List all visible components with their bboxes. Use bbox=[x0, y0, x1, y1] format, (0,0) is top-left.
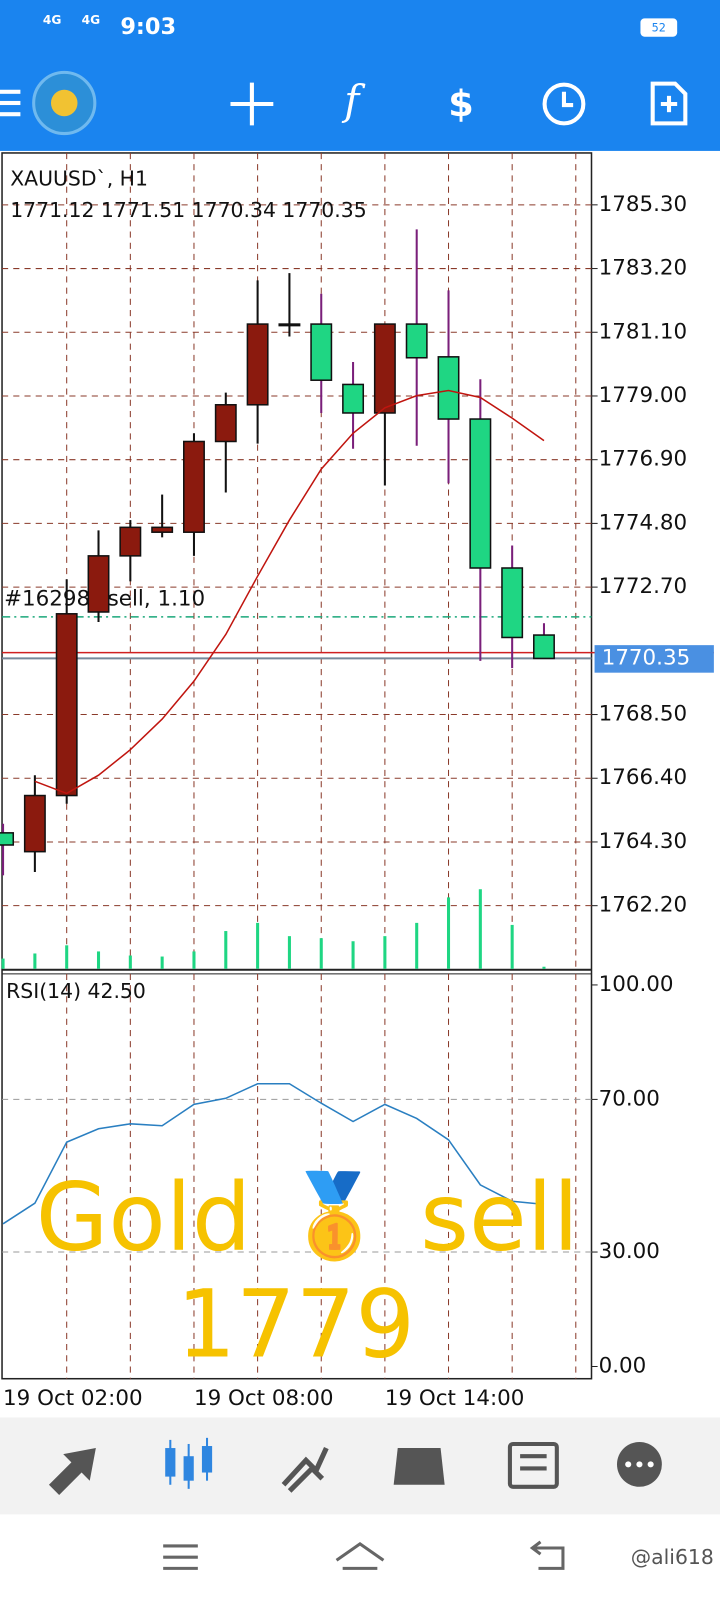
volume-bar bbox=[128, 955, 132, 969]
candle-body bbox=[87, 555, 110, 613]
price-tag bbox=[594, 645, 714, 673]
x-tick-label: 19 Oct 02:00 bbox=[3, 1386, 143, 1411]
y-tick-label: 1772.70 bbox=[599, 574, 688, 599]
chart-area bbox=[1, 152, 593, 1380]
x-tick-label: 19 Oct 14:00 bbox=[385, 1386, 525, 1411]
network: 4G bbox=[43, 13, 62, 27]
volume-bar bbox=[542, 966, 546, 969]
volume-bar bbox=[224, 931, 228, 969]
x-tick-label: 19 Oct 08:00 bbox=[194, 1386, 334, 1411]
candle-body bbox=[183, 440, 205, 533]
moving-average bbox=[34, 389, 545, 795]
candle-body bbox=[151, 526, 174, 533]
app-logo-core bbox=[50, 89, 78, 117]
volume-bar bbox=[96, 951, 101, 969]
volume-bar bbox=[319, 938, 323, 969]
candle-body bbox=[533, 634, 555, 660]
rsi-line bbox=[2, 1082, 545, 1225]
tab-quotes[interactable] bbox=[48, 1448, 96, 1495]
tab-chat[interactable] bbox=[616, 1441, 662, 1487]
y-tick-label: 30.00 bbox=[599, 1239, 660, 1264]
overlay-text: Gold bbox=[36, 1164, 252, 1273]
y-tick-label: 1779.00 bbox=[599, 383, 688, 408]
volume-bar bbox=[510, 924, 514, 969]
trade-icon[interactable]: $ bbox=[448, 83, 474, 126]
period-icon[interactable] bbox=[542, 82, 586, 126]
nav-home[interactable] bbox=[335, 1542, 385, 1570]
overlay-emoji: 🥇 bbox=[284, 1169, 386, 1265]
volume-bar bbox=[287, 936, 291, 969]
watermark: @ali618 bbox=[631, 1545, 714, 1569]
candle-body bbox=[405, 323, 428, 359]
volume-bar bbox=[33, 953, 37, 969]
y-tick-label: 1762.20 bbox=[599, 893, 688, 918]
y-tick-label: 1781.10 bbox=[599, 319, 688, 344]
volume-bar bbox=[415, 922, 419, 969]
menu-icon[interactable] bbox=[0, 89, 21, 117]
volume-bar bbox=[192, 951, 196, 969]
rsi-label: RSI(14) 42.50 bbox=[6, 979, 146, 1003]
overlay-text: 1779 bbox=[176, 1271, 415, 1380]
chart-frame bbox=[1, 152, 593, 1380]
volume-bar bbox=[478, 889, 482, 969]
candle-body bbox=[373, 323, 396, 414]
y-tick-label: 1766.40 bbox=[599, 765, 688, 790]
y-tick-label: 1783.20 bbox=[599, 256, 688, 281]
y-tick-label: 100.00 bbox=[599, 972, 674, 997]
volume-bar bbox=[65, 945, 69, 969]
tab-trade[interactable] bbox=[281, 1447, 329, 1493]
y-tick-label: 1764.30 bbox=[599, 829, 688, 854]
candle-body bbox=[469, 418, 492, 569]
tab-bar bbox=[0, 1417, 720, 1515]
nav-bar bbox=[163, 1540, 565, 1570]
current-price-label: 1770.35 bbox=[602, 645, 691, 670]
candle-body bbox=[0, 832, 15, 846]
template-icon[interactable] bbox=[650, 81, 688, 126]
volume-bar bbox=[1, 958, 5, 969]
nav-back[interactable] bbox=[529, 1540, 565, 1570]
overlay-text: sell bbox=[420, 1164, 579, 1273]
nav-menu[interactable] bbox=[163, 1544, 198, 1570]
volume-bar bbox=[160, 956, 164, 969]
y-tick-label: 1768.50 bbox=[599, 702, 688, 727]
candle-body bbox=[23, 794, 46, 853]
tab-history[interactable] bbox=[393, 1448, 445, 1485]
candle-body bbox=[342, 383, 365, 414]
candle-body bbox=[501, 567, 524, 639]
tab-news[interactable] bbox=[507, 1441, 559, 1489]
y-tick-label: 0.00 bbox=[599, 1354, 647, 1379]
clock: 9:03 bbox=[120, 14, 176, 40]
candle-body bbox=[55, 613, 78, 797]
volume-bar bbox=[383, 936, 387, 969]
ohlc-label: 1771.12 1771.51 1770.34 1770.35 bbox=[10, 198, 366, 222]
battery-level: 52 bbox=[652, 22, 666, 35]
top-bar bbox=[0, 0, 720, 151]
volume-bar bbox=[256, 922, 260, 969]
crosshair-icon[interactable] bbox=[230, 82, 274, 126]
volume-bar bbox=[446, 897, 451, 969]
candle-body bbox=[310, 323, 333, 381]
y-tick-label: 1776.90 bbox=[599, 447, 688, 472]
tab-chart[interactable] bbox=[165, 1437, 213, 1489]
candle-body bbox=[214, 404, 237, 443]
y-tick-label: 1774.80 bbox=[599, 510, 688, 535]
network: 4G bbox=[82, 13, 101, 27]
y-tick-label: 70.00 bbox=[599, 1086, 660, 1111]
battery bbox=[640, 18, 678, 37]
candle-body bbox=[278, 323, 301, 327]
candle-body bbox=[437, 356, 460, 420]
candle-body bbox=[246, 323, 269, 406]
y-tick-label: 1785.30 bbox=[599, 192, 688, 217]
chart-title: XAUUSD`, H1 bbox=[10, 166, 148, 190]
candle-body bbox=[119, 526, 142, 557]
volume-bar bbox=[351, 941, 355, 969]
